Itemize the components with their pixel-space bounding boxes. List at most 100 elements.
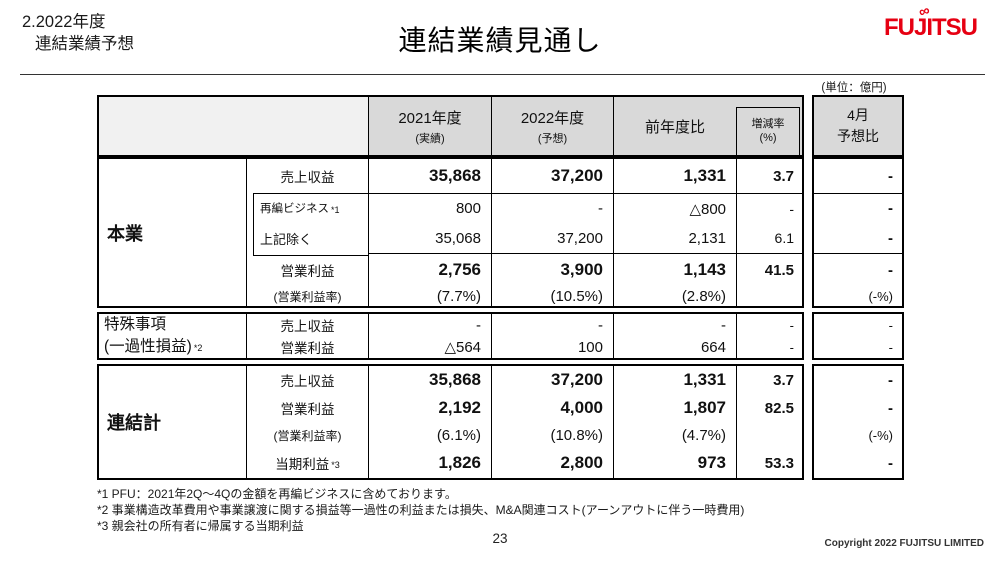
results-table: 2021年度 (実績) 2022年度 (予想) 前年度比 増減率 (%) 本業 …: [97, 95, 804, 480]
col-header-april-line2: 予想比: [837, 128, 879, 144]
april-value: -: [814, 253, 902, 286]
section-label-main-business: 本業: [99, 159, 247, 306]
april-value: -: [888, 167, 893, 185]
value-2021: (7.7%): [368, 286, 491, 306]
value-yoy: 1,807: [613, 394, 736, 422]
col-header-rate-label: 増減率: [751, 117, 785, 130]
value-rate: -: [736, 314, 802, 336]
april-value: -: [888, 371, 893, 389]
page-title: 連結業績見通し: [398, 25, 602, 56]
value-2022: (10.8%): [491, 422, 613, 448]
april-value: (-%): [868, 427, 893, 443]
value-yoy: 973: [613, 448, 736, 478]
section-consolidated-total: 連結計 売上収益 35,868 37,200 1,331 3.7 営業利益 2,…: [97, 364, 804, 480]
unit-label: (単位：億円): [821, 82, 887, 94]
fujitsu-logo: FUJITSU ∞: [884, 2, 978, 48]
row-label: 売上収益: [280, 319, 335, 334]
section-main-business: 本業 売上収益 35,868 37,200 1,331 3.7 再編ビジネス *…: [97, 157, 804, 308]
value-2021: △564: [368, 336, 491, 358]
section-label-consolidated-total: 連結計: [99, 366, 247, 478]
value-2021: 2,192: [368, 394, 491, 422]
value-2021: 1,826: [368, 448, 491, 478]
value-rate: [736, 286, 802, 306]
april-consolidated-box: - - (-%) -: [812, 364, 904, 480]
value-2022: 37,200: [491, 223, 613, 253]
value-rate: -: [736, 193, 802, 223]
value-rate: 6.1: [736, 223, 802, 253]
table-header-row: 2021年度 (実績) 2022年度 (予想) 前年度比 増減率 (%): [97, 95, 804, 157]
row-label: 営業利益: [280, 263, 335, 279]
value-2021: 35,868: [368, 159, 491, 193]
row-label: 当期利益 *3: [275, 457, 340, 472]
value-rate: -: [736, 336, 802, 358]
april-value: -: [888, 317, 893, 333]
value-rate: 41.5: [736, 253, 802, 286]
value-2022: -: [491, 193, 613, 223]
value-rate: 53.3: [736, 448, 802, 478]
row-label: 営業利益: [280, 402, 335, 417]
value-2021: 35,868: [368, 366, 491, 394]
april-value: -: [888, 454, 893, 472]
value-rate: 82.5: [736, 394, 802, 422]
april-value: (-%): [868, 288, 893, 304]
value-2022: -: [491, 314, 613, 336]
row-label: (営業利益率): [273, 289, 342, 304]
blank-header-cell: [99, 97, 368, 155]
footnote-ref: *3: [331, 459, 340, 470]
row-label: 再編ビジネス *1: [260, 203, 340, 215]
value-2021: 800: [368, 193, 491, 223]
col-header-2022-label: 2022年度: [520, 109, 585, 127]
value-rate: 3.7: [736, 159, 802, 193]
value-yoy: 1,331: [613, 159, 736, 193]
april-value: -: [814, 193, 902, 223]
april-value: -: [888, 339, 893, 355]
section-title: 2.2022年度 連結業績予想: [22, 11, 134, 56]
value-yoy: 664: [613, 336, 736, 358]
row-label: (営業利益率): [273, 428, 342, 443]
value-2022: 37,200: [491, 159, 613, 193]
value-2022: 2,800: [491, 448, 613, 478]
value-yoy: 1,331: [613, 366, 736, 394]
value-yoy: (4.7%): [613, 422, 736, 448]
section-special-items: 特殊事項 (一過性損益) *2 売上収益 - - - - 営業利益 △564 10…: [97, 312, 804, 360]
value-2022: (10.5%): [491, 286, 613, 306]
copyright: Copyright 2022 FUJITSU LIMITED: [824, 538, 984, 549]
footnote-ref: *1: [331, 204, 340, 215]
col-header-yoy-label: 前年度比: [644, 118, 705, 136]
value-2022: 4,000: [491, 394, 613, 422]
footnote-3: *3 親会社の所有者に帰属する当期利益: [97, 519, 304, 533]
value-2022: 3,900: [491, 253, 613, 286]
col-header-2022: 2022年度 (予想): [491, 97, 613, 155]
value-yoy: 1,143: [613, 253, 736, 286]
footnote-1: *1 PFU：2021年2Q～4Qの金額を再編ビジネスに含めております。: [97, 487, 457, 501]
value-2022: 37,200: [491, 366, 613, 394]
footnote-ref: *2: [193, 343, 203, 353]
fujitsu-logo-text: FUJITSU: [884, 14, 978, 41]
value-2021: 35,068: [368, 223, 491, 253]
value-yoy: -: [613, 314, 736, 336]
april-forecast-table: 4月 予想比 - - - - (-%) - - - - (-%) -: [812, 95, 904, 480]
value-rate: [736, 422, 802, 448]
footnote-2: *2 事業構造改革費用や事業譲渡に関する損益等一過性の利益または損失、M&A関連…: [97, 503, 745, 517]
col-header-april: 4月 予想比: [812, 95, 904, 157]
value-2022: 100: [491, 336, 613, 358]
col-header-2022-sub: (予想): [537, 132, 568, 145]
value-yoy: 2,131: [613, 223, 736, 253]
col-header-april-line1: 4月: [847, 107, 869, 123]
section-label-special-items: 特殊事項 (一過性損益) *2: [99, 314, 247, 358]
value-rate: 3.7: [736, 366, 802, 394]
col-header-2021-label: 2021年度: [398, 109, 462, 127]
april-value: -: [888, 399, 893, 417]
row-label: 上記除く: [260, 231, 313, 247]
row-label: 売上収益: [280, 170, 335, 185]
value-2021: 2,756: [368, 253, 491, 286]
page-number: 23: [492, 531, 508, 546]
col-header-yoy: 前年度比 増減率 (%): [613, 97, 802, 155]
footnotes: *1 PFU：2021年2Q～4Qの金額を再編ビジネスに含めております。 *2 …: [97, 486, 744, 534]
april-value: -: [888, 229, 893, 247]
col-header-rate: 増減率 (%): [736, 107, 800, 155]
section-title-line2: 連結業績予想: [35, 35, 134, 54]
value-yoy: (2.8%): [613, 286, 736, 306]
april-main-business-box: - - - - (-%): [812, 157, 904, 308]
value-2021: (6.1%): [368, 422, 491, 448]
